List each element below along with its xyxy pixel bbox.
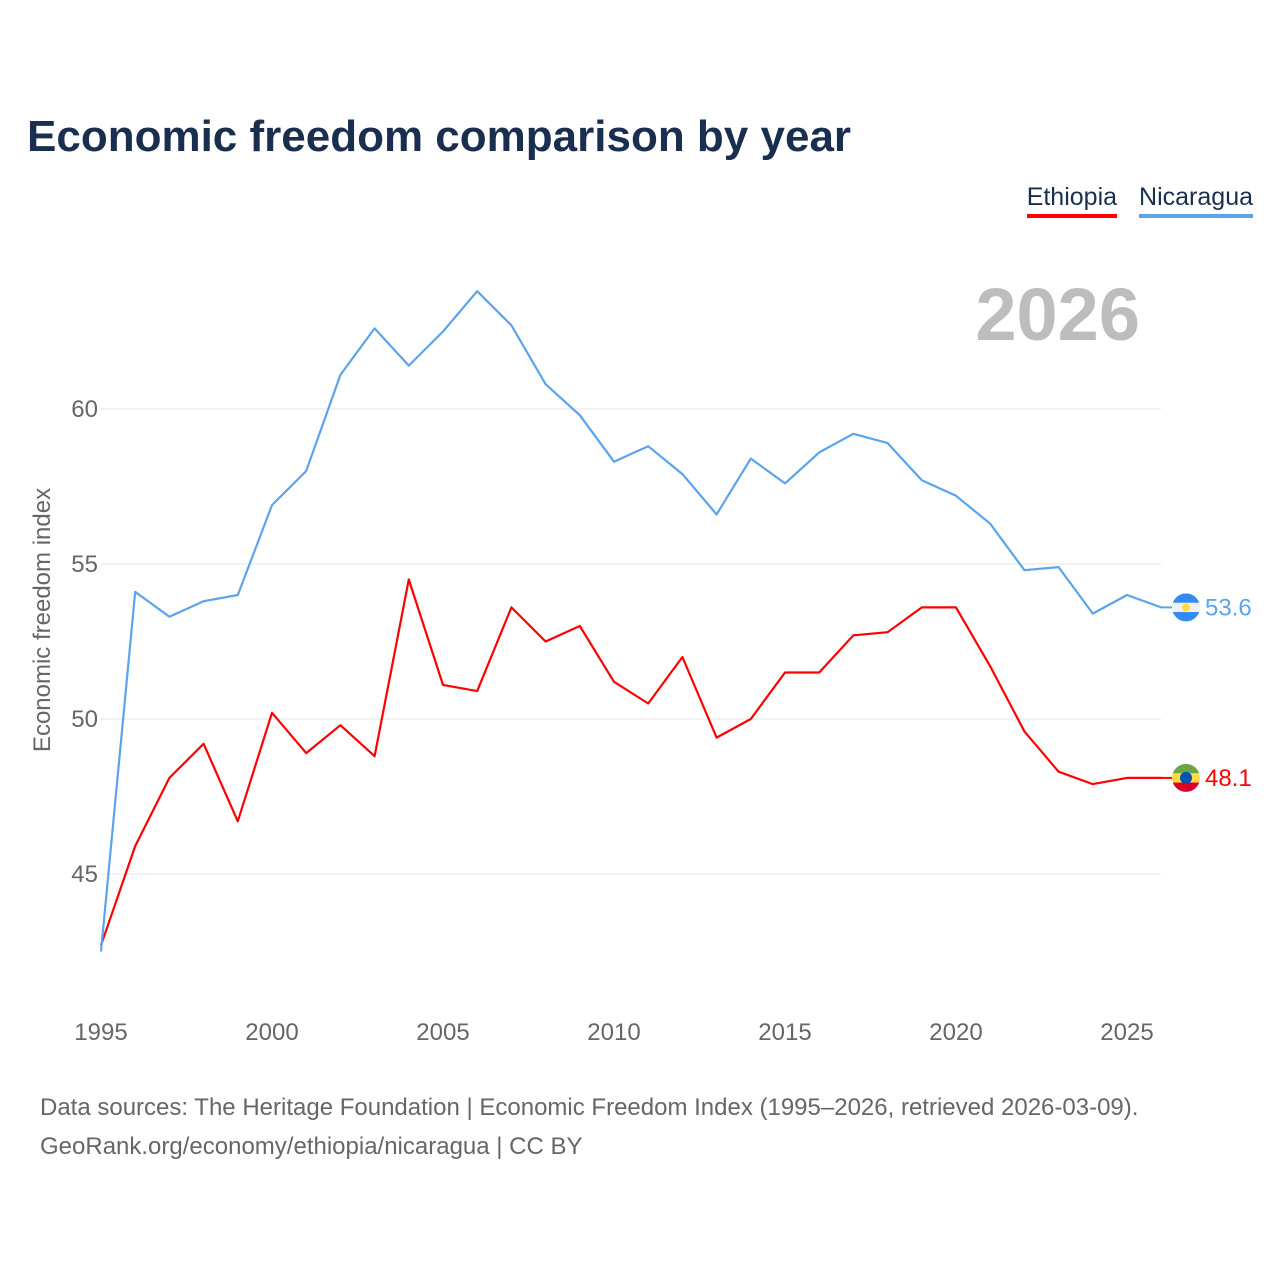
series-line-nicaragua — [99, 290, 1162, 952]
x-tick-label: 2010 — [587, 1019, 640, 1046]
series-line-ethiopia — [99, 578, 1162, 946]
y-tick-label: 50 — [71, 706, 98, 733]
x-tick-label: 2015 — [758, 1019, 811, 1046]
x-tick-label: 1995 — [74, 1019, 127, 1046]
legend-nicaragua[interactable]: Nicaragua — [1139, 183, 1253, 218]
y-axis-label: Economic freedom index — [29, 488, 56, 752]
x-tick-label: 2020 — [929, 1019, 982, 1046]
data-source: Data sources: The Heritage Foundation | … — [40, 1094, 1139, 1121]
y-tick-label: 60 — [71, 396, 98, 423]
legend: Ethiopia Nicaragua — [1026, 183, 1253, 218]
source-link[interactable]: GeoRank.org/economy/ethiopia/nicaragua |… — [40, 1133, 583, 1160]
x-tick-label: 2005 — [416, 1019, 469, 1046]
x-tick-label: 2025 — [1100, 1019, 1153, 1046]
y-tick-label: 45 — [71, 861, 98, 888]
end-value-label: 48.1 — [1205, 765, 1252, 792]
footer: Data sources: The Heritage Foundation | … — [40, 1088, 1138, 1166]
flag-ethiopia-icon — [1172, 763, 1200, 792]
x-tick-label: 2000 — [245, 1019, 298, 1046]
chart-title: Economic freedom comparison by year — [27, 112, 852, 161]
flag-nicaragua-icon — [1172, 593, 1200, 622]
end-value-label: 53.6 — [1205, 594, 1252, 621]
legend-ethiopia[interactable]: Ethiopia — [1026, 183, 1118, 218]
year-watermark: 2026 — [975, 273, 1140, 356]
y-tick-label: 55 — [71, 551, 98, 578]
